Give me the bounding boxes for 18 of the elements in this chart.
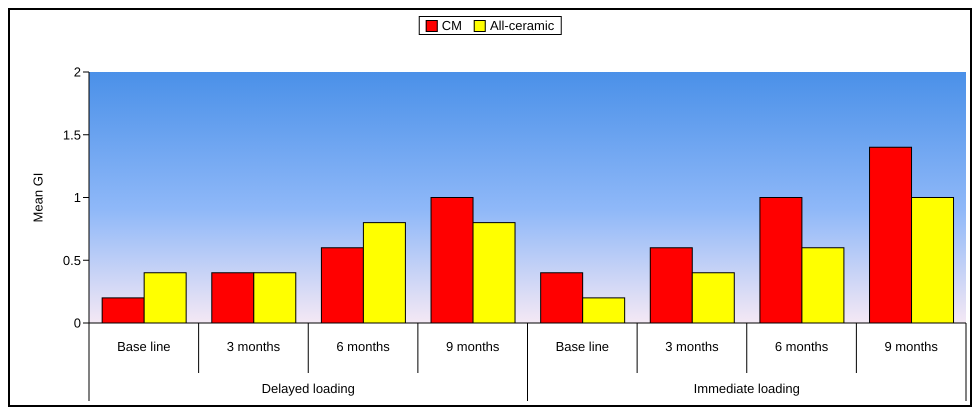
y-tick-label: 2: [74, 64, 81, 80]
x-tick-label: 3 months: [226, 339, 281, 354]
x-tick-label: 3 months: [665, 339, 720, 354]
x-tick-label: Base line: [556, 339, 610, 354]
x-tick-label: 9 months: [446, 339, 500, 354]
x-tick-label: 9 months: [884, 339, 938, 354]
y-tick-label: 0: [74, 316, 81, 331]
text: Immediate loading: [694, 381, 800, 396]
y-tick-label: 1: [74, 190, 81, 206]
legend-label: CM: [442, 18, 462, 33]
y-tick-label: 1.5: [62, 127, 81, 142]
legend-label: All-ceramic: [490, 18, 554, 33]
y-tick-label: 0.5: [62, 252, 81, 268]
x-tick-label: 6 months: [336, 339, 390, 354]
x-tick-label: Base line: [117, 339, 171, 354]
y-axis-title: Mean GI: [30, 172, 46, 222]
x-tick-label: 6 months: [774, 339, 829, 354]
text: Delayed loading: [262, 381, 355, 396]
